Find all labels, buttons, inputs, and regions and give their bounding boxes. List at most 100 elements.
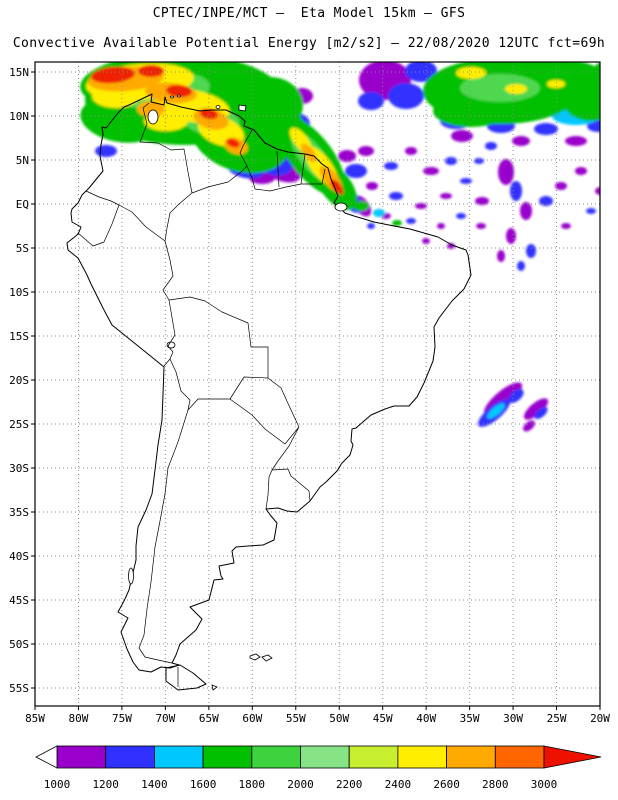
colorbar-tick-label: 1200 [92, 778, 119, 791]
cape-blob [451, 130, 473, 142]
cape-blob [487, 403, 505, 419]
colorbar-segment [153, 745, 204, 769]
lat-tick-label: 40S [9, 550, 29, 563]
colorbar-tick-label: 2200 [336, 778, 363, 791]
colorbar-segment [446, 745, 496, 769]
cape-blob [534, 123, 558, 135]
cape-blob [422, 238, 430, 244]
cape-blob [498, 159, 514, 185]
lon-tick-label: 60W [242, 712, 262, 725]
cape-blob [460, 74, 540, 102]
colorbar-above-max-arrow [543, 745, 602, 769]
cape-blob [565, 136, 587, 146]
lon-tick-label: 45W [373, 712, 393, 725]
colorbar-segment [348, 745, 399, 769]
lon-tick-label: 20W [590, 712, 610, 725]
lon-tick-label: 25W [547, 712, 567, 725]
cape-blob [405, 62, 437, 82]
colorbar-tick-label: 1400 [141, 778, 168, 791]
colorbar-segment [105, 745, 155, 769]
cape-blob [345, 164, 367, 178]
lon-tick-label: 80W [69, 712, 89, 725]
cape-blob [539, 196, 553, 206]
colorbar-tick-label: 1600 [190, 778, 217, 791]
geography-layer [66, 93, 472, 691]
cape-blob [358, 92, 384, 110]
cape-blob [166, 84, 192, 98]
cape-blob [433, 95, 509, 127]
curacao-island [170, 95, 174, 99]
colorbar-tick-label: 3000 [531, 778, 558, 791]
cape-blob [91, 66, 135, 84]
cape-blob [517, 261, 525, 271]
marajo-island [334, 202, 348, 212]
lat-tick-label: 45S [9, 594, 29, 607]
margarita-island [215, 105, 221, 109]
cape-blob [392, 220, 402, 226]
falkland-east-island [261, 654, 273, 662]
lon-tick-label: 30W [503, 712, 523, 725]
axis-layer: 15N 10N 5N EQ 5S 10S 15S 20S 25S 30S 35S 40S 45S 50S 5… [9, 66, 610, 725]
colorbar-segment [202, 745, 253, 769]
cape-blob [138, 65, 164, 77]
lat-tick-label: EQ [16, 198, 29, 211]
cape-blob [561, 223, 571, 229]
title-variable-line: Convective Available Potential Energy [m… [12, 36, 606, 51]
cape-blob [520, 202, 532, 220]
colorbar-segment [494, 745, 545, 769]
lat-tick-label: 15S [9, 330, 29, 343]
lon-tick-label: 65W [199, 712, 219, 725]
cape-blob [367, 223, 375, 229]
cape-blob [456, 67, 486, 79]
lat-tick-label: 10S [9, 286, 29, 299]
cape-blob [575, 167, 587, 175]
cape-blob [586, 208, 596, 214]
cape-blob [447, 243, 455, 249]
cape-blob [497, 250, 505, 262]
lat-tick-label: 25S [9, 418, 29, 431]
colorbar-tick-label: 2800 [482, 778, 509, 791]
lon-tick-label: 85W [25, 712, 45, 725]
cape-blob [415, 203, 427, 209]
trinidad-island [238, 104, 247, 112]
cape-blob [226, 138, 240, 148]
lat-tick-label: 10N [9, 110, 29, 123]
cape-blob [563, 81, 600, 121]
lat-tick-label: 20S [9, 374, 29, 387]
cape-blob [330, 179, 344, 195]
lat-tick-label: 15N [9, 66, 29, 79]
cape-blob [440, 193, 452, 199]
cape-blob [389, 192, 403, 200]
cape-blob [485, 142, 497, 150]
cape-blob [301, 143, 317, 163]
cape-blob [591, 62, 600, 90]
tierra-del-fuego-coastline [165, 664, 207, 691]
cape-blob [405, 147, 417, 155]
colorbar-tick-label: 2600 [433, 778, 460, 791]
cape-blob [595, 187, 600, 195]
colorbar-segment [300, 745, 350, 769]
cape-blob [373, 209, 385, 217]
title-model-line: CPTEC/INPE/MCT – Eta Model 15km – GFS [152, 6, 466, 21]
cape-blob [508, 389, 524, 403]
cape-blob [523, 420, 535, 432]
lat-tick-label: 5N [16, 154, 29, 167]
lon-tick-label: 70W [155, 712, 175, 725]
cape-blob [366, 182, 378, 190]
colorbar-tick-label: 1000 [44, 778, 71, 791]
cape-blob [95, 145, 117, 157]
cape-blob [456, 213, 466, 219]
lon-tick-label: 40W [416, 712, 436, 725]
colorbar-segment [56, 745, 107, 769]
cape-blob [353, 201, 369, 211]
cape-blob [474, 158, 484, 164]
cape-blob [475, 197, 489, 205]
cape-blob [338, 150, 356, 162]
colorbar: 1000 1200 1400 1600 1800 2000 2200 2400 2600 2800… [35, 745, 602, 791]
cape-blob [506, 228, 516, 244]
falkland-west-island [249, 653, 261, 661]
lake-titicaca [166, 341, 176, 349]
cape-blob [388, 83, 424, 109]
colorbar-tick-label: 1800 [239, 778, 266, 791]
